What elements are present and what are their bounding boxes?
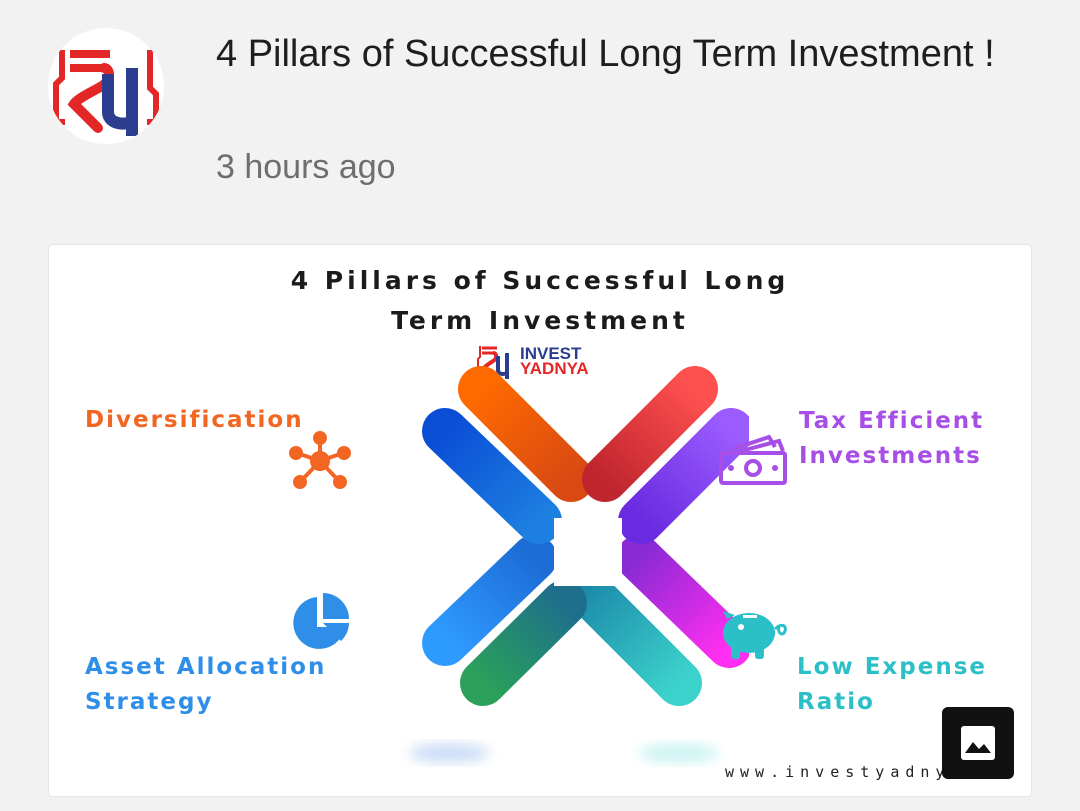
pillar-tax-label: Tax Efficient Investments bbox=[799, 404, 984, 474]
post-image[interactable]: 4 Pillars of Successful Long Term Invest… bbox=[49, 245, 1031, 796]
pillars-cross-graphic bbox=[409, 366, 749, 763]
brand-name: INVEST YADNYA bbox=[520, 344, 589, 378]
pillar-asset-allocation-label: Asset Allocation Strategy bbox=[85, 650, 326, 720]
post-title[interactable]: 4 Pillars of Successful Long Term Invest… bbox=[216, 33, 995, 75]
website-url: www.investyadny bbox=[725, 763, 951, 781]
network-icon bbox=[289, 431, 351, 489]
pillar-label-line2: Strategy bbox=[85, 689, 214, 715]
pillar-diversification-label: Diversification bbox=[85, 403, 304, 438]
invest-yadnya-logo bbox=[48, 28, 164, 144]
view-image-button[interactable] bbox=[942, 707, 1014, 779]
infographic-title-line1: 4 Pillars of Successful Long bbox=[290, 266, 790, 295]
channel-avatar[interactable] bbox=[48, 28, 164, 144]
brand-line2: YADNYA bbox=[520, 359, 589, 378]
brand-line1: INVEST bbox=[520, 344, 582, 363]
pillar-label-line1: Asset Allocation bbox=[85, 654, 327, 680]
pillar-label-line1: Low Expense bbox=[797, 654, 987, 680]
pillar-low-expense-label: Low Expense Ratio bbox=[797, 650, 987, 720]
pillar-label-line2: Investments bbox=[799, 443, 982, 469]
piggy-bank-icon bbox=[723, 611, 787, 659]
pillar-label-line2: Ratio bbox=[797, 689, 875, 715]
image-icon bbox=[961, 726, 995, 760]
pie-chart-icon bbox=[293, 593, 349, 649]
pillar-label-line1: Tax Efficient bbox=[799, 408, 985, 434]
money-icon bbox=[719, 434, 787, 485]
infographic-title: 4 Pillars of Successful Long Term Invest… bbox=[49, 261, 1031, 341]
infographic-title-line2: Term Investment bbox=[391, 306, 689, 335]
post-timestamp: 3 hours ago bbox=[216, 148, 396, 186]
pillar-label-line1: Diversification bbox=[85, 407, 304, 433]
